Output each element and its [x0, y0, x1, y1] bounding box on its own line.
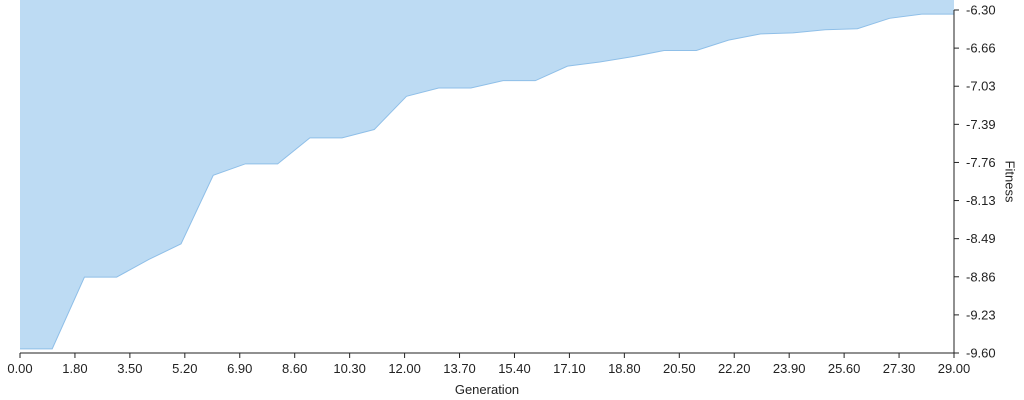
x-tick-label: 27.30: [883, 361, 916, 376]
x-tick-label: 15.40: [498, 361, 531, 376]
y-tick-label: -9.23: [966, 307, 996, 322]
y-tick-label: -6.30: [966, 3, 996, 18]
x-tick-label: 10.30: [333, 361, 366, 376]
x-tick-label: 13.70: [443, 361, 476, 376]
fitness-area-fill: [20, 0, 954, 349]
y-tick-label: -9.60: [966, 346, 996, 361]
y-axis-title: Fitness: [1003, 161, 1018, 203]
x-tick-label: 1.80: [62, 361, 87, 376]
y-tick-label: -7.76: [966, 155, 996, 170]
x-tick-label: 5.20: [172, 361, 197, 376]
x-tick-label: 25.60: [828, 361, 861, 376]
x-tick-label: 22.20: [718, 361, 751, 376]
x-axis-title: Generation: [455, 382, 519, 397]
y-tick-label: -7.03: [966, 79, 996, 94]
x-tick-label: 3.50: [117, 361, 142, 376]
y-tick-label: -6.66: [966, 41, 996, 56]
x-axis: 0.00 1.80 3.50 5.20 6.90 8.60 10.30 12.00 13.70 1…: [7, 352, 971, 376]
x-tick-label: 17.10: [553, 361, 586, 376]
x-tick-label: 12.00: [388, 361, 421, 376]
y-tick-label: -8.13: [966, 193, 996, 208]
y-tick-label: -7.39: [966, 117, 996, 132]
y-axis: -6.30 -6.66 -7.03 -7.39 -7.76 -8.13 -8.49 -8.86…: [953, 3, 996, 361]
x-tick-label: 20.50: [663, 361, 696, 376]
y-tick-label: -8.49: [966, 231, 996, 246]
y-tick-label: -8.86: [966, 269, 996, 284]
plot-area: [20, 0, 954, 350]
x-tick-label: 29.00: [938, 361, 971, 376]
x-tick-label: 23.90: [773, 361, 806, 376]
x-tick-label: 0.00: [7, 361, 32, 376]
x-tick-label: 6.90: [227, 361, 252, 376]
x-tick-label: 18.80: [608, 361, 641, 376]
x-tick-label: 8.60: [282, 361, 307, 376]
fitness-series-line: [20, 13, 954, 350]
